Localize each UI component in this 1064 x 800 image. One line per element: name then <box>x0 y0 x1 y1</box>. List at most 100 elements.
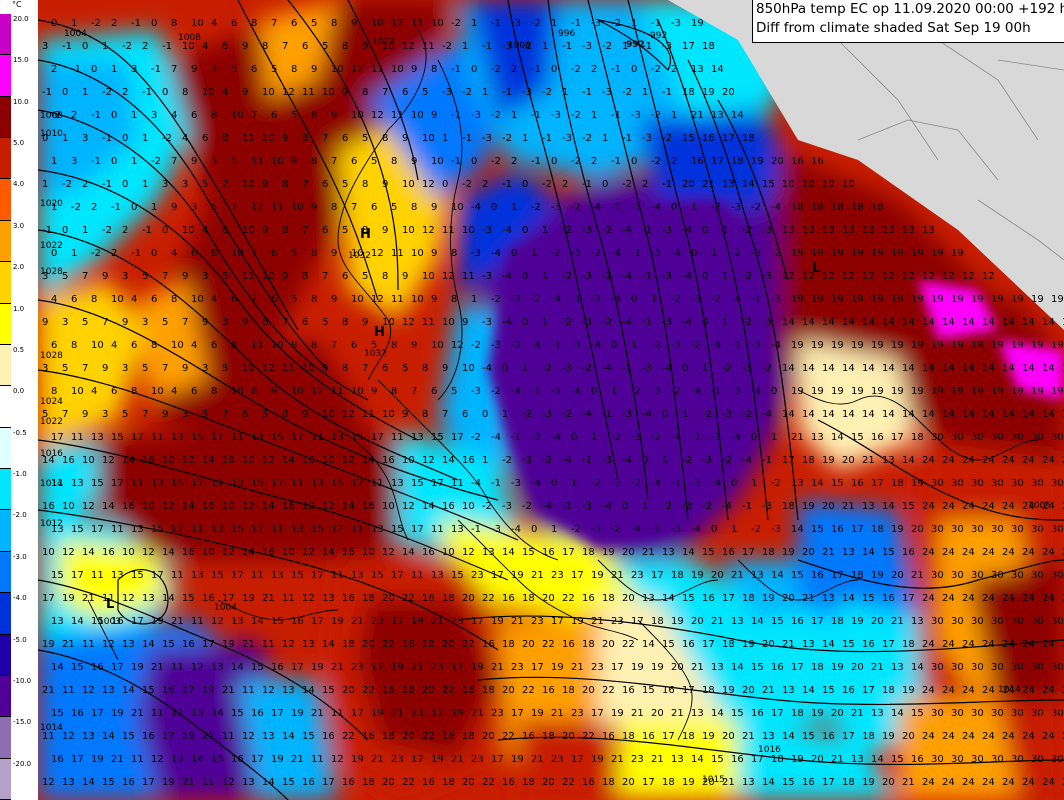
grid-value: 24 <box>1042 455 1055 466</box>
legend-tick-label: -2.0 <box>13 511 27 520</box>
grid-value: 23 <box>371 616 384 627</box>
grid-value: 9 <box>242 41 248 52</box>
grid-value: 1 <box>722 317 728 328</box>
grid-value: 15 <box>51 570 64 581</box>
grid-value: -4 <box>611 248 621 259</box>
legend-tick-label: 1.0 <box>13 304 25 313</box>
grid-value: -1 <box>642 41 652 52</box>
grid-value: 11 <box>442 225 455 236</box>
grid-value: 15 <box>351 432 364 443</box>
grid-value: 21 <box>171 616 184 627</box>
grid-value: 24 <box>922 547 935 558</box>
grid-value: 0 <box>51 248 57 259</box>
grid-value: 24 <box>922 593 935 604</box>
grid-value: 12 <box>211 616 224 627</box>
grid-value: 30 <box>971 754 984 765</box>
grid-value: 24 <box>962 593 975 604</box>
grid-value: 5 <box>291 294 297 305</box>
grid-value: 17 <box>251 754 264 765</box>
grid-value: -3 <box>631 202 641 213</box>
grid-value: 18 <box>851 202 864 213</box>
grid-value: 1 <box>462 41 468 52</box>
grid-value: -1 <box>742 501 752 512</box>
grid-value: 17 <box>231 570 244 581</box>
grid-value: 23 <box>511 662 524 673</box>
grid-value: 13 <box>102 685 115 696</box>
grid-value: 10 <box>431 18 444 29</box>
grid-value: 15 <box>371 570 384 581</box>
grid-value: 30 <box>1051 478 1064 489</box>
grid-value: 17 <box>722 133 735 144</box>
grid-value: 1 <box>651 294 657 305</box>
grid-value: 12 <box>282 87 295 98</box>
grid-value: 15 <box>91 478 104 489</box>
grid-value: -1 <box>622 133 632 144</box>
grid-value: 14 <box>802 317 815 328</box>
grid-value: 20 <box>602 639 615 650</box>
grid-value: -2 <box>662 133 672 144</box>
grid-value: 19 <box>891 248 904 259</box>
grid-value: 14 <box>822 409 835 420</box>
grid-value: 11 <box>282 593 295 604</box>
grid-value: 17 <box>751 754 764 765</box>
grid-value: 17 <box>71 754 84 765</box>
grid-value: 14 <box>71 616 84 627</box>
grid-value: 15 <box>771 616 784 627</box>
grid-value: 11 <box>131 754 144 765</box>
grid-value: 13 <box>451 524 464 535</box>
grid-value: 3 <box>42 363 48 374</box>
grid-value: 21 <box>262 593 275 604</box>
grid-value: 19 <box>491 616 504 627</box>
grid-value: 13 <box>122 639 135 650</box>
grid-value: -3 <box>671 18 681 29</box>
grid-value: 10 <box>431 156 444 167</box>
grid-value: 16 <box>142 455 155 466</box>
grid-value: 19 <box>811 340 824 351</box>
grid-value: 16 <box>751 708 764 719</box>
grid-value: 20 <box>442 639 455 650</box>
grid-value: 14 <box>1022 409 1035 420</box>
grid-value: -3 <box>582 271 592 282</box>
grid-value: 10 <box>282 547 295 558</box>
grid-value: 14 <box>882 409 895 420</box>
grid-value: 12 <box>322 501 335 512</box>
grid-value: 8 <box>422 409 428 420</box>
grid-value: 14 <box>911 662 924 673</box>
grid-value: -3 <box>711 432 721 443</box>
grid-value: 21 <box>671 708 684 719</box>
grid-value: 12 <box>302 547 315 558</box>
grid-value: 7 <box>411 386 417 397</box>
grid-value: 12 <box>342 455 355 466</box>
grid-value: 3 <box>202 363 208 374</box>
grid-value: 8 <box>431 64 437 75</box>
grid-value-labels: 0 1 -2 2 -1 0 8 10 4 6 8 7 6 5 8 9 10 12 11 10 -2 1 -1 -3 -2 1 -1-… <box>42 18 1064 788</box>
grid-value: 30 <box>1011 754 1024 765</box>
grid-value: 8 <box>342 41 348 52</box>
title-box: 850hPa temp EC op 11.09.2020 00:00 +192 … <box>752 0 1064 43</box>
grid-value: 5 <box>342 179 348 190</box>
grid-value: 8 <box>382 271 388 282</box>
legend-swatch <box>0 179 11 221</box>
grid-value: 10 <box>242 363 255 374</box>
grid-value: 10 <box>291 386 304 397</box>
grid-value: 11 <box>51 478 64 489</box>
grid-value: 17 <box>842 731 855 742</box>
grid-value: 1 <box>631 340 637 351</box>
grid-value: 13 <box>822 225 835 236</box>
grid-value: 17 <box>271 478 284 489</box>
grid-value: 30 <box>1011 432 1024 443</box>
grid-value: 9 <box>411 340 417 351</box>
grid-value: 14 <box>942 317 955 328</box>
grid-value: 1 <box>711 248 717 259</box>
grid-value: -3 <box>751 340 761 351</box>
grid-value: -4 <box>562 455 572 466</box>
grid-value: -1 <box>662 179 672 190</box>
grid-value: -2 <box>462 179 472 190</box>
grid-value: -1 <box>711 386 721 397</box>
grid-value: 19 <box>702 87 715 98</box>
grid-value: 14 <box>822 639 835 650</box>
grid-value: 17 <box>882 639 895 650</box>
legend-swatch <box>0 14 11 56</box>
grid-value: 16 <box>231 754 244 765</box>
grid-value: 1 <box>111 64 117 75</box>
